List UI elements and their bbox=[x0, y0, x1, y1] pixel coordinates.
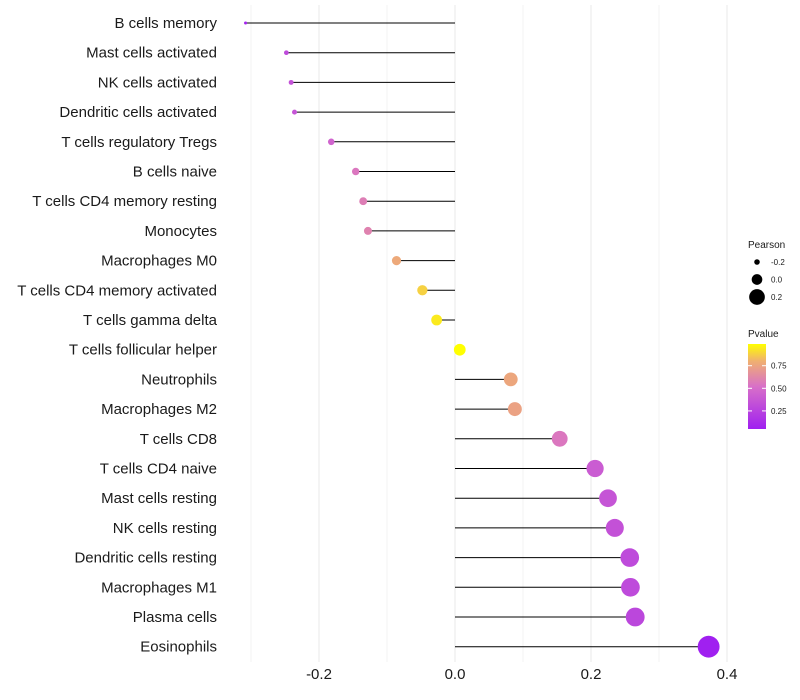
category-label: Mast cells activated bbox=[86, 45, 217, 62]
category-label: Eosinophils bbox=[140, 639, 217, 656]
legend-size-title: Pearson bbox=[748, 240, 785, 251]
legend-color-items: 0.75 0.50 0.25 bbox=[748, 362, 787, 416]
x-tick-label: 0.0 bbox=[445, 666, 466, 683]
lollipop-point bbox=[551, 430, 568, 447]
lollipop-point bbox=[417, 285, 428, 296]
lollipop-point bbox=[625, 607, 645, 627]
category-label: Plasma cells bbox=[133, 609, 217, 626]
legend-color-label: 0.75 bbox=[771, 362, 787, 371]
lollipop-point bbox=[284, 50, 289, 56]
legend-colorbar bbox=[748, 344, 766, 429]
legend-size-items: -0.2 0.0 0.2 bbox=[749, 258, 785, 305]
category-label: T cells regulatory Tregs bbox=[61, 134, 217, 151]
lollipop-point bbox=[244, 21, 248, 25]
lollipop-point bbox=[431, 314, 443, 326]
lollipop-point bbox=[327, 138, 335, 146]
lollipop-point bbox=[507, 402, 522, 417]
category-label: Dendritic cells activated bbox=[59, 104, 217, 121]
category-label: T cells CD4 memory activated bbox=[17, 282, 217, 299]
category-label: Neutrophils bbox=[141, 371, 217, 388]
lollipop-point bbox=[288, 79, 294, 85]
x-tick-label: 0.4 bbox=[717, 666, 738, 683]
legend: Pearson -0.2 0.0 0.2 Pvalue 0.75 0.50 0.25 bbox=[748, 240, 787, 429]
point-layer bbox=[244, 21, 720, 658]
category-label: T cells gamma delta bbox=[83, 312, 218, 329]
grid-layer bbox=[250, 5, 728, 662]
category-label: NK cells resting bbox=[113, 520, 217, 537]
x-axis-ticks: -0.2 0.0 0.2 0.4 bbox=[306, 666, 737, 683]
category-label: Macrophages M2 bbox=[101, 401, 217, 418]
category-label: Macrophages M1 bbox=[101, 579, 217, 596]
legend-size-dot bbox=[754, 259, 760, 265]
lollipop-point bbox=[605, 518, 624, 537]
x-tick-label: -0.2 bbox=[306, 666, 332, 683]
lollipop-point bbox=[363, 226, 372, 235]
category-label: Mast cells resting bbox=[101, 490, 217, 507]
lollipop-point bbox=[453, 343, 466, 356]
legend-color-title: Pvalue bbox=[748, 329, 779, 340]
category-label: Monocytes bbox=[144, 223, 217, 240]
lollipop-point bbox=[621, 577, 640, 597]
category-label: NK cells activated bbox=[98, 74, 217, 91]
lollipop-point bbox=[359, 197, 368, 206]
category-label: B cells naive bbox=[133, 164, 217, 181]
legend-size-dot bbox=[749, 289, 765, 305]
category-labels: B cells memory Mast cells activated NK cel… bbox=[17, 15, 217, 656]
lollipop-point bbox=[351, 167, 360, 176]
stem-layer bbox=[245, 22, 709, 648]
category-label: T cells follicular helper bbox=[69, 342, 217, 359]
x-tick-label: 0.2 bbox=[581, 666, 602, 683]
category-label: T cells CD8 bbox=[140, 431, 217, 448]
legend-size-label: -0.2 bbox=[771, 258, 785, 267]
category-label: Dendritic cells resting bbox=[74, 550, 217, 567]
category-label: B cells memory bbox=[114, 15, 217, 32]
category-label: T cells CD4 memory resting bbox=[32, 193, 217, 210]
lollipop-point bbox=[599, 489, 617, 508]
lollipop-point bbox=[391, 256, 402, 266]
category-label: T cells CD4 naive bbox=[100, 461, 217, 478]
legend-color-label: 0.25 bbox=[771, 407, 787, 416]
lollipop-point bbox=[697, 635, 720, 658]
legend-size-label: 0.0 bbox=[771, 276, 783, 285]
lollipop-point bbox=[503, 372, 518, 387]
legend-size-label: 0.2 bbox=[771, 293, 783, 302]
lollipop-point bbox=[586, 459, 604, 478]
category-label: Macrophages M0 bbox=[101, 253, 217, 270]
legend-size-dot bbox=[751, 274, 763, 285]
lollipop-point bbox=[292, 109, 298, 115]
lollipop-point bbox=[620, 548, 640, 567]
legend-color-label: 0.50 bbox=[771, 384, 787, 393]
